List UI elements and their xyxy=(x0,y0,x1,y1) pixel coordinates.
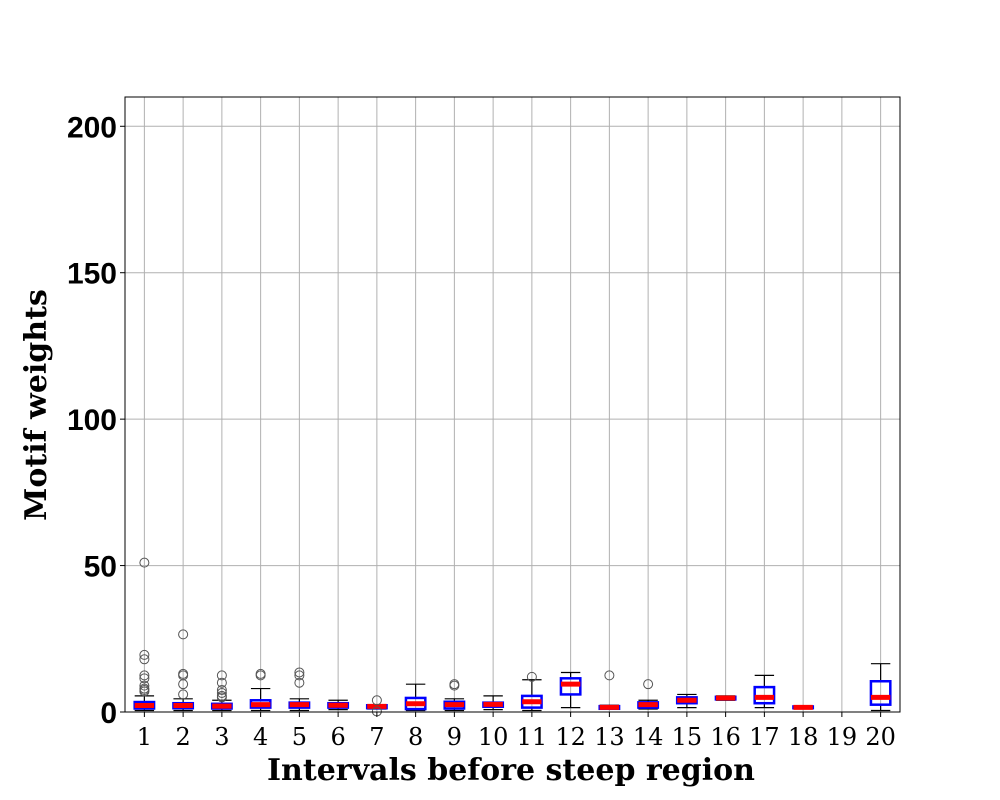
outlier-point xyxy=(216,670,227,681)
box-group xyxy=(327,699,350,711)
x-tick-label: 3 xyxy=(214,723,229,751)
outlier-point xyxy=(216,692,227,703)
x-tick-label: 1 xyxy=(137,723,152,751)
box-group xyxy=(133,557,156,712)
box-group xyxy=(559,671,582,709)
outlier-point xyxy=(139,649,150,660)
box-group xyxy=(520,671,543,712)
x-axis-ticks: 1 2 3 4 5 6 7 8 9 10 11 12 13 14 15 16 17 18 19 20 xyxy=(137,712,896,751)
y-axis-label: Motif weights xyxy=(19,289,54,521)
x-tick-label: 16 xyxy=(710,723,741,751)
y-tick-label: 200 xyxy=(67,111,117,144)
outlier-point xyxy=(139,557,150,568)
outlier-point xyxy=(216,677,227,688)
box-group xyxy=(443,679,466,712)
box-group xyxy=(365,695,388,717)
outlier-point xyxy=(216,685,227,696)
outlier-point xyxy=(139,673,150,684)
x-tick-label: 10 xyxy=(478,723,509,751)
box-group xyxy=(869,663,892,712)
grid-lines xyxy=(125,97,900,713)
outlier-point xyxy=(371,695,382,706)
y-tick-label: 0 xyxy=(100,697,117,730)
outlier-point xyxy=(139,654,150,665)
x-tick-label: 11 xyxy=(517,723,548,751)
x-tick-label: 14 xyxy=(633,723,664,751)
outlier-point xyxy=(178,629,189,640)
x-tick-label: 6 xyxy=(330,723,345,751)
box-group xyxy=(249,668,272,712)
box-group xyxy=(210,670,233,712)
box-group xyxy=(288,667,311,712)
outlier-point xyxy=(139,686,150,697)
x-tick-label: 20 xyxy=(865,723,896,751)
outlier-point xyxy=(643,679,654,690)
outlier-point xyxy=(294,667,305,678)
outlier-point xyxy=(294,670,305,681)
box-group xyxy=(792,704,815,710)
y-tick-label: 50 xyxy=(84,551,117,584)
box-group xyxy=(753,674,776,709)
x-tick-label: 12 xyxy=(555,723,586,751)
x-tick-label: 17 xyxy=(749,723,780,751)
y-tick-label: 150 xyxy=(67,258,117,291)
box-group xyxy=(675,693,698,709)
box-group xyxy=(714,695,737,701)
x-tick-label: 2 xyxy=(175,723,190,751)
x-axis-label: Intervals before steep region xyxy=(267,753,755,788)
box-group xyxy=(637,679,660,710)
box-plot-series xyxy=(133,557,892,717)
x-tick-label: 4 xyxy=(253,723,268,751)
outlier-point xyxy=(294,677,305,688)
outlier-point xyxy=(216,687,227,698)
x-tick-label: 8 xyxy=(408,723,423,751)
box-group xyxy=(172,629,195,712)
outlier-point xyxy=(139,670,150,681)
outlier-point xyxy=(255,670,266,681)
outlier-point xyxy=(139,680,150,691)
box-group xyxy=(598,670,621,711)
box-group xyxy=(482,695,505,711)
outlier-point xyxy=(604,670,615,681)
outlier-point xyxy=(449,680,460,691)
plot-frame xyxy=(124,96,901,713)
x-tick-label: 15 xyxy=(672,723,703,751)
outlier-point xyxy=(178,689,189,700)
outlier-point xyxy=(178,679,189,690)
x-tick-label: 13 xyxy=(594,723,625,751)
x-tick-label: 5 xyxy=(292,723,307,751)
box-iqr xyxy=(869,680,892,706)
x-tick-label: 19 xyxy=(827,723,858,751)
outlier-point xyxy=(526,671,537,682)
y-tick-label: 100 xyxy=(67,404,117,437)
x-tick-label: 7 xyxy=(369,723,384,751)
x-tick-label: 9 xyxy=(447,723,462,751)
box-group xyxy=(404,683,427,712)
y-axis-ticks: 0 50 100 150 200 xyxy=(67,111,125,730)
x-tick-label: 18 xyxy=(788,723,819,751)
